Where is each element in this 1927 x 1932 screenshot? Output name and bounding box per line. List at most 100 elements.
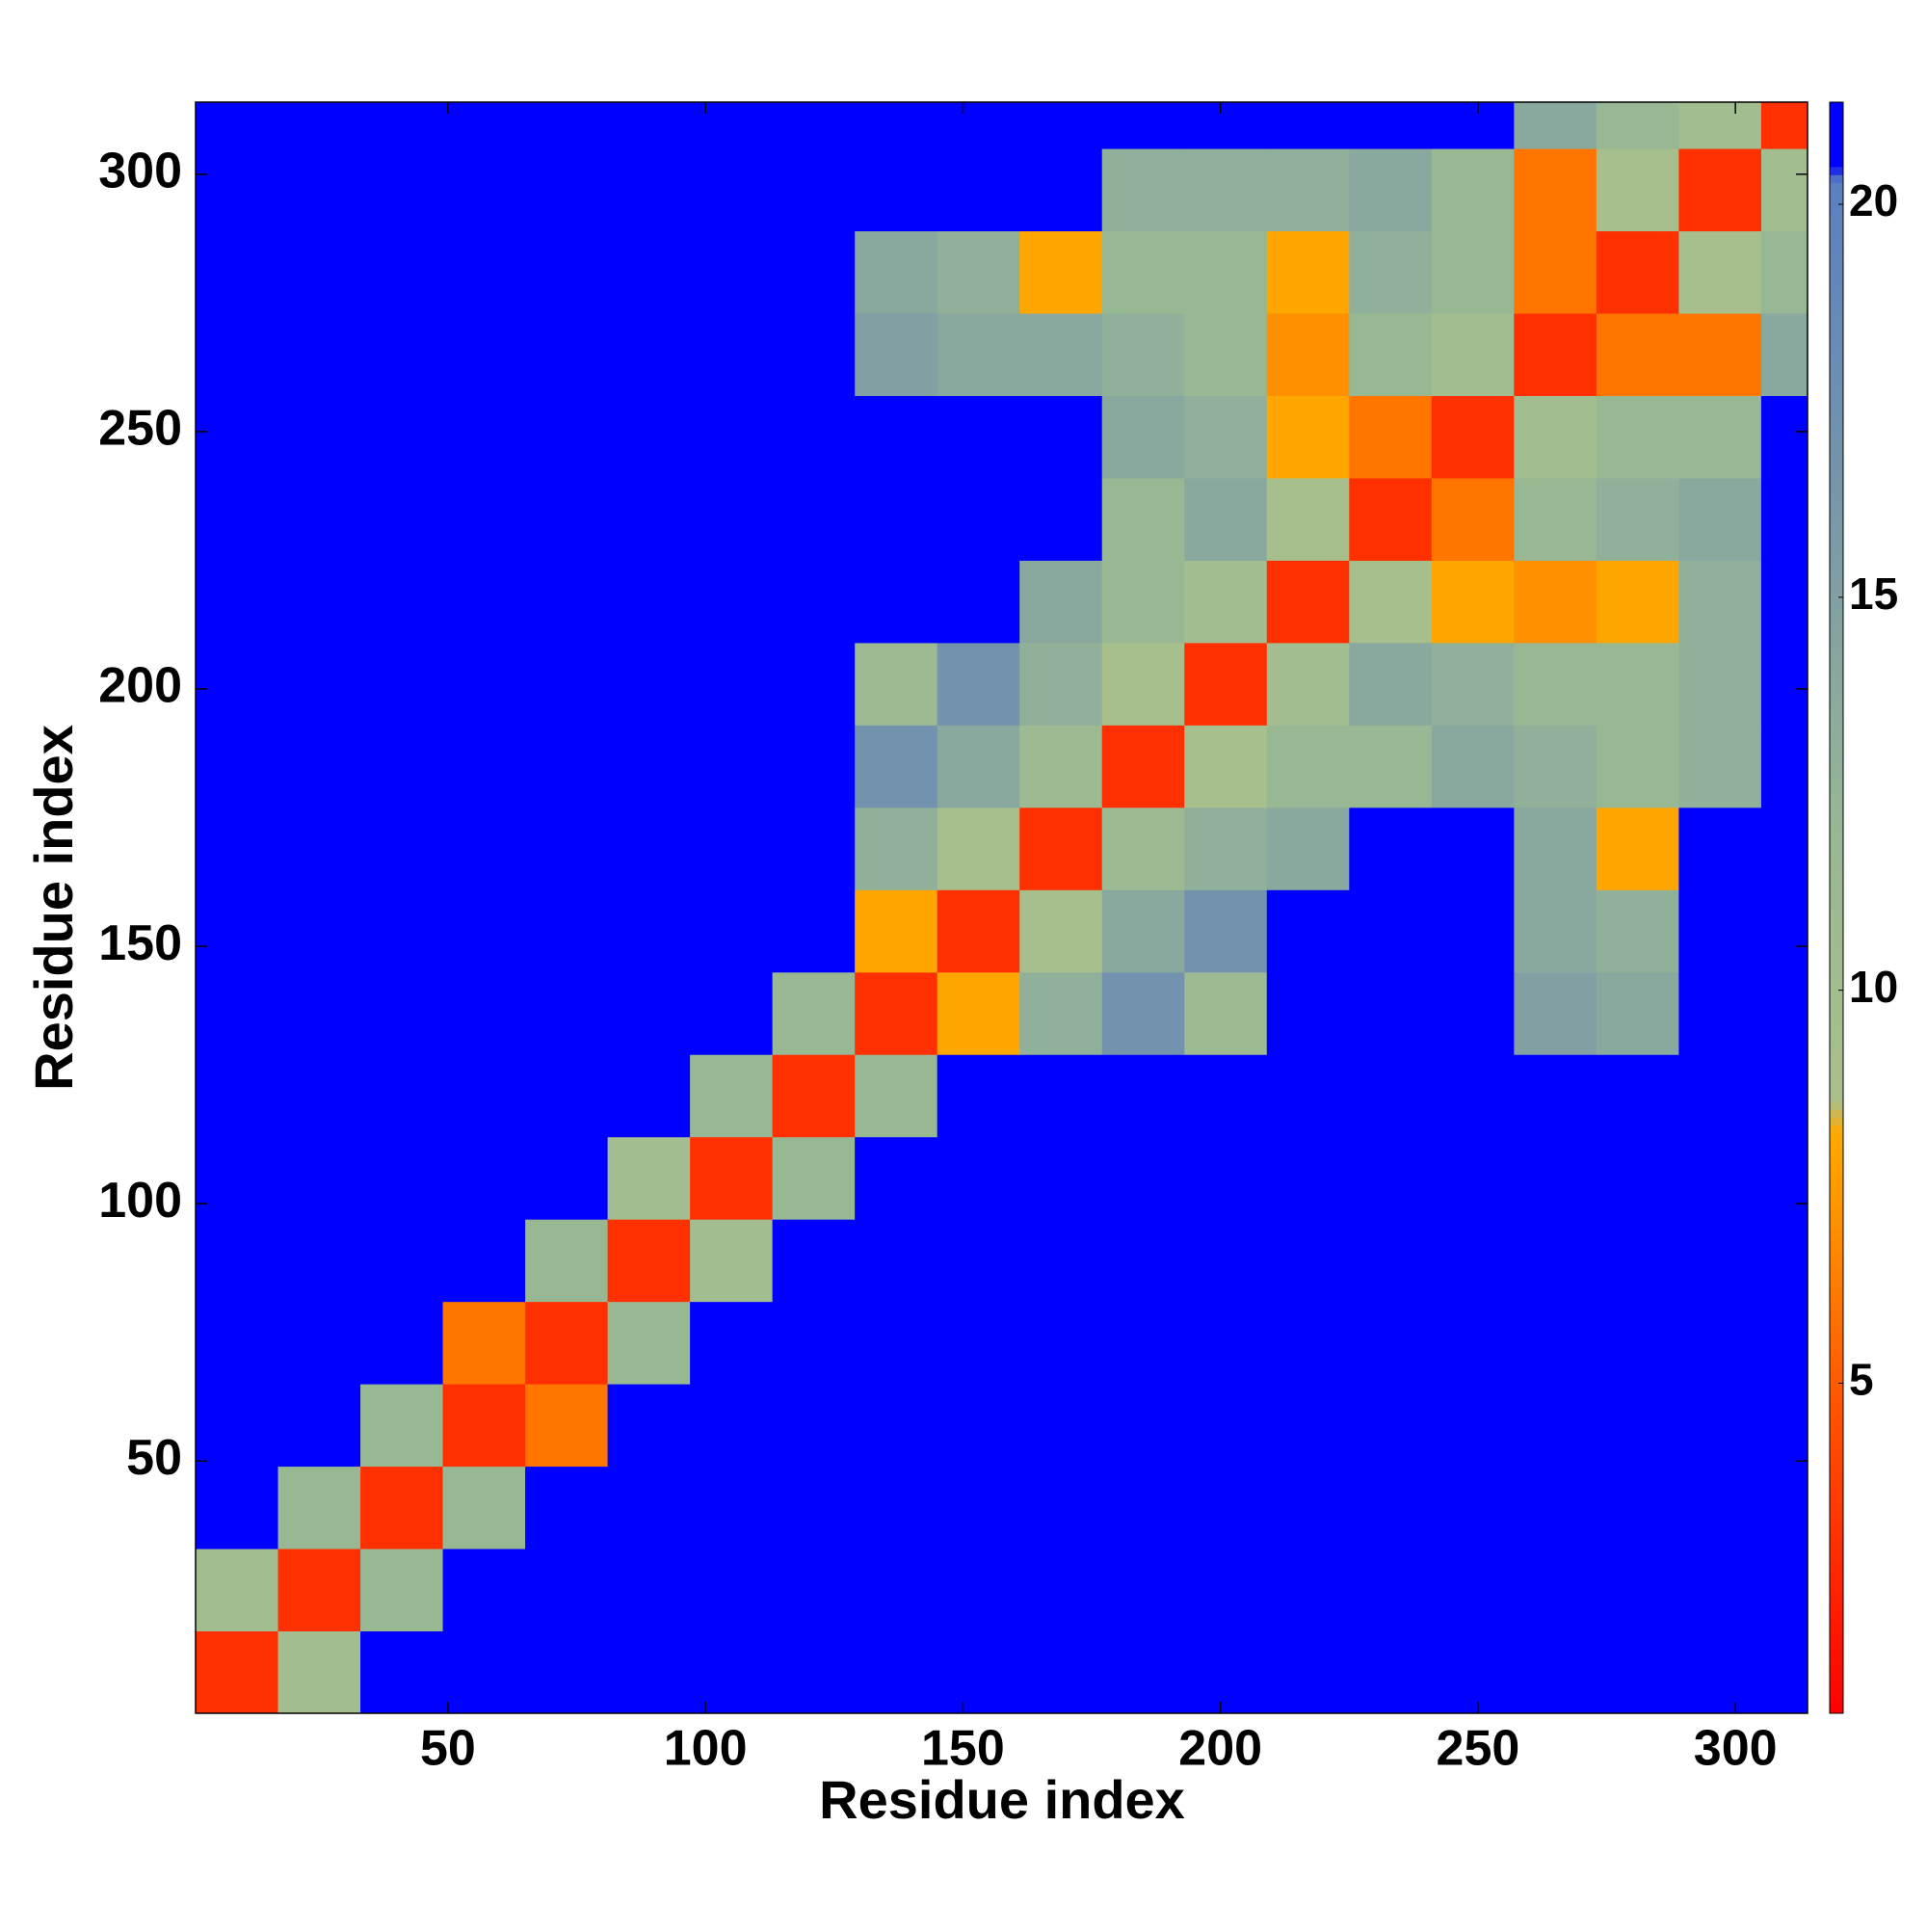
heatmap-cell (1596, 642, 1679, 726)
heatmap-cell (1760, 102, 1808, 149)
y-tick-label: 200 (98, 658, 182, 714)
heatmap-cell (1514, 395, 1597, 479)
colorbar-segment (1830, 1503, 1843, 1513)
heatmap-cell (772, 889, 856, 973)
heatmap-cell (1349, 1136, 1433, 1220)
heatmap-cell (196, 1548, 279, 1632)
heatmap-cell (855, 971, 938, 1055)
heatmap-cell (690, 560, 774, 644)
colorbar-segment (1830, 779, 1843, 788)
heatmap-cell (1678, 395, 1762, 479)
heatmap-cell (1678, 971, 1762, 1055)
heatmap-cell (1431, 1301, 1515, 1385)
heatmap-cell (1019, 971, 1103, 1055)
heatmap-cell (1349, 807, 1433, 890)
colorbar-segment (1830, 328, 1843, 336)
heatmap-cell (855, 807, 938, 890)
heatmap-cell (937, 1136, 1020, 1220)
colorbar-segment (1830, 593, 1843, 602)
heatmap-cell (277, 477, 361, 561)
colorbar-segment (1830, 553, 1843, 563)
heatmap-cell (1431, 1219, 1515, 1303)
colorbar-segment (1830, 1664, 1843, 1674)
heatmap-cell (937, 1054, 1020, 1138)
heatmap-cell (196, 1301, 279, 1385)
heatmap-cell (196, 1054, 279, 1138)
heatmap-cell (1349, 313, 1433, 396)
colorbar-segment (1830, 674, 1843, 683)
colorbar-segment (1830, 174, 1843, 184)
heatmap-cell (1184, 1136, 1268, 1220)
colorbar-segment (1830, 834, 1843, 844)
heatmap-cell (442, 1136, 526, 1220)
heatmap-cell (772, 1548, 856, 1632)
colorbar-segment (1830, 513, 1843, 522)
heatmap-cell (1760, 1548, 1808, 1632)
heatmap-cell (1431, 560, 1515, 644)
colorbar-segment (1830, 1230, 1843, 1239)
heatmap-cell (196, 1136, 279, 1220)
heatmap-cell (442, 1219, 526, 1303)
heatmap-cell (937, 889, 1020, 973)
heatmap-cell (1514, 313, 1597, 396)
heatmap-cell (937, 1301, 1020, 1385)
heatmap-cell (1431, 1384, 1515, 1468)
heatmap-cell (937, 148, 1020, 232)
colorbar-segment (1830, 1084, 1843, 1094)
colorbar-segment (1830, 1246, 1843, 1255)
heatmap-cell (360, 971, 444, 1055)
heatmap-cell (772, 1301, 856, 1385)
heatmap-cell (1019, 148, 1103, 232)
colorbar-segment (1830, 1294, 1843, 1304)
colorbar-segment (1830, 1237, 1843, 1247)
heatmap-cell (1266, 1219, 1350, 1303)
heatmap-cell (1760, 1466, 1808, 1549)
heatmap-cell (1101, 560, 1185, 644)
colorbar-segment (1830, 1285, 1843, 1295)
heatmap-cell (1184, 560, 1268, 644)
colorbar-segment (1830, 1584, 1843, 1594)
heatmap-cell (1019, 230, 1103, 314)
colorbar-segment (1830, 1656, 1843, 1666)
heatmap-cell (525, 477, 609, 561)
x-tick-label: 50 (420, 1721, 476, 1777)
heatmap-cell (1678, 1466, 1762, 1549)
heatmap-cell (607, 1054, 691, 1138)
colorbar-segment (1830, 440, 1843, 449)
colorbar-segment (1830, 681, 1843, 691)
heatmap-cell (690, 807, 774, 890)
heatmap-cell (1266, 807, 1350, 890)
heatmap-cell (1349, 1054, 1433, 1138)
heatmap-cell (277, 395, 361, 479)
heatmap-cell (937, 807, 1020, 890)
heatmap-cell (772, 102, 856, 149)
colorbar-segment (1830, 666, 1843, 675)
heatmap-cell (1760, 313, 1808, 396)
colorbar-segment (1830, 400, 1843, 410)
colorbar-segment (1830, 1649, 1843, 1657)
heatmap-cell (525, 971, 609, 1055)
colorbar-tick-label: 10 (1849, 962, 1898, 1012)
heatmap-cell (1184, 725, 1268, 808)
heatmap-cell (525, 807, 609, 890)
heatmap-cell (525, 1384, 609, 1468)
colorbar-tick-label: 20 (1849, 175, 1898, 225)
colorbar-segment (1830, 1197, 1843, 1206)
heatmap-cell (360, 889, 444, 973)
heatmap-cell (772, 1136, 856, 1220)
heatmap-cell (1760, 807, 1808, 890)
heatmap-cell (1678, 1630, 1762, 1714)
heatmap-cell (442, 560, 526, 644)
heatmap-cell (525, 313, 609, 396)
heatmap-cell (1431, 395, 1515, 479)
colorbar-segment (1830, 1302, 1843, 1311)
heatmap-cell (1101, 807, 1185, 890)
colorbar-segment (1830, 649, 1843, 659)
heatmap-cell (937, 560, 1020, 644)
colorbar-segment (1830, 206, 1843, 216)
heatmap-cell (690, 1466, 774, 1549)
colorbar-segment (1830, 1045, 1843, 1053)
heatmap-cell (1019, 313, 1103, 396)
heatmap-cell (607, 395, 691, 479)
